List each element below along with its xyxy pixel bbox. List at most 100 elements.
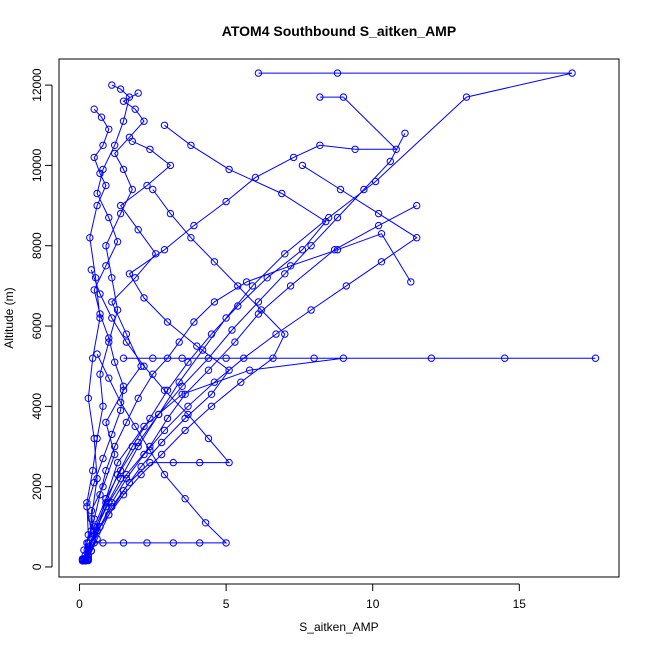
data-point <box>96 290 104 298</box>
data-point <box>113 470 122 479</box>
data-point <box>149 354 157 362</box>
data-point <box>196 539 204 547</box>
data-point <box>427 354 436 362</box>
data-point <box>84 394 93 402</box>
data-point <box>102 181 110 190</box>
data-point <box>119 491 128 499</box>
series-line <box>82 92 145 561</box>
data-point <box>169 539 178 547</box>
data-point <box>160 121 169 130</box>
data-point <box>116 406 125 415</box>
data-point <box>140 362 148 370</box>
data-point <box>392 145 400 154</box>
data-point <box>187 234 195 242</box>
data-point <box>568 69 576 77</box>
data-point <box>286 262 295 270</box>
data-point <box>263 274 271 282</box>
data-point <box>128 185 137 194</box>
data-point <box>322 217 330 226</box>
data-point <box>87 515 96 523</box>
data-point <box>204 434 213 443</box>
data-point <box>210 378 219 386</box>
data-point <box>134 89 142 97</box>
data-point <box>140 117 148 125</box>
series-line <box>84 124 327 560</box>
data-point <box>155 410 163 419</box>
series-line <box>88 353 228 544</box>
y-axis: 0 2000 4000 6000 8000 10000 12000 <box>30 68 53 570</box>
data-point <box>333 69 342 77</box>
data-point <box>237 378 245 386</box>
y-tick-label: 0 <box>30 563 44 570</box>
data-point <box>140 450 148 459</box>
x-tick-label: 0 <box>76 597 83 611</box>
data-point <box>87 507 96 515</box>
data-point <box>131 105 139 113</box>
data-point <box>113 238 122 246</box>
data-point <box>89 466 97 475</box>
data-point <box>222 197 230 206</box>
data-point <box>105 374 113 382</box>
data-point <box>108 430 116 439</box>
data-point <box>240 354 248 362</box>
data-point <box>254 298 263 306</box>
data-point <box>140 294 148 302</box>
data-point <box>122 418 131 427</box>
data-point <box>286 282 295 290</box>
data-point <box>234 282 242 290</box>
data-point <box>99 402 107 410</box>
data-point <box>222 314 230 322</box>
data-point <box>119 539 128 547</box>
data-point <box>81 555 90 563</box>
data-point <box>90 153 98 162</box>
data-point <box>204 366 213 374</box>
data-point <box>374 209 383 218</box>
data-point <box>108 499 116 507</box>
data-point <box>333 213 342 222</box>
data-point <box>307 242 315 250</box>
data-point <box>169 458 178 467</box>
y-tick-label: 4000 <box>30 393 44 420</box>
data-point <box>207 390 216 398</box>
data-point <box>105 125 113 134</box>
data-point <box>102 418 110 427</box>
data-point <box>207 330 216 338</box>
data-point <box>377 230 386 238</box>
data-point <box>310 354 318 362</box>
data-point <box>108 298 116 306</box>
data-point <box>122 338 131 346</box>
data-point <box>84 531 93 539</box>
data-point <box>333 246 342 254</box>
data-point <box>89 354 97 362</box>
data-point <box>90 434 98 443</box>
series-line <box>82 205 417 562</box>
data-point <box>91 274 100 282</box>
data-point <box>201 519 210 527</box>
series-line <box>90 164 418 552</box>
data-point <box>108 314 116 322</box>
data-point <box>413 234 421 242</box>
plot-frame <box>58 58 620 578</box>
data-point <box>116 85 125 93</box>
data-point <box>190 221 198 230</box>
data-point <box>204 354 213 362</box>
data-point <box>157 450 166 459</box>
data-point <box>278 189 286 198</box>
data-point <box>184 402 192 410</box>
data-point <box>225 165 233 174</box>
data-point <box>245 366 254 374</box>
data-point <box>289 153 298 162</box>
y-tick-label: 2000 <box>30 473 44 500</box>
data-point <box>102 499 110 507</box>
data-point <box>225 458 233 467</box>
data-point <box>591 354 600 362</box>
data-point <box>222 354 230 362</box>
x-axis-label: S_aitken_AMP <box>299 620 378 634</box>
x-tick-label: 5 <box>223 597 230 611</box>
series-layer <box>78 69 600 565</box>
data-point <box>113 306 122 314</box>
data-point <box>175 338 183 346</box>
y-tick-label: 10000 <box>30 148 44 182</box>
y-tick-label: 8000 <box>30 232 44 259</box>
